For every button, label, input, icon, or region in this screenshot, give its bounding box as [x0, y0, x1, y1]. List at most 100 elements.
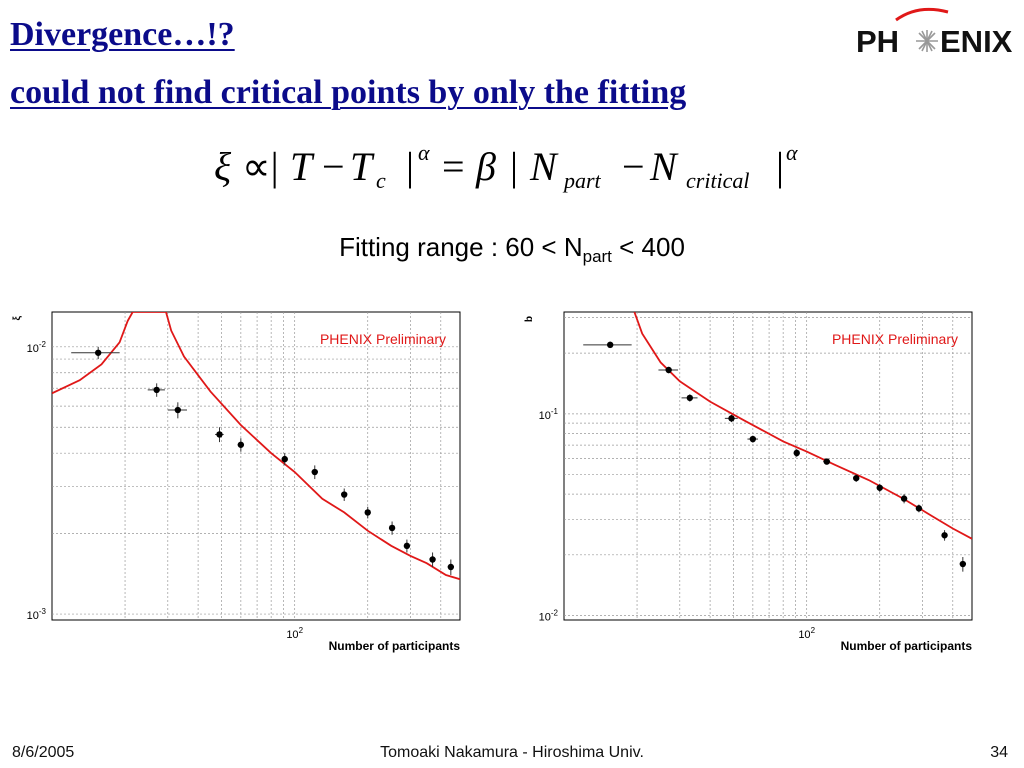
chart-2-x-axis-title: Number of participants: [841, 639, 973, 653]
chart-1-y-grid: [52, 346, 460, 615]
chart-2-marker: [606, 341, 614, 349]
chart-1-data-point: [311, 465, 318, 480]
chart-1-marker: [94, 349, 102, 356]
chart-1-data-point: [388, 521, 396, 535]
chart-1-data-point: [341, 488, 348, 501]
formula-abs-open: |: [510, 144, 518, 189]
formula-beta: β: [475, 144, 496, 189]
formula-minus: −: [322, 144, 345, 189]
formula-alpha: α: [418, 140, 430, 165]
formula-alpha-2: α: [786, 140, 798, 165]
chart-1-x-tick-label: 102: [286, 626, 303, 641]
formula-T: T: [290, 144, 315, 189]
formula-abs: |: [406, 144, 414, 189]
footer-date: 8/6/2005: [12, 744, 75, 761]
chart-2-y-tick-label: 10-1: [539, 407, 559, 422]
chart-2-data-point: [900, 494, 908, 504]
phenix-logo: PH ENIX: [856, 7, 1013, 59]
chart-2-marker: [876, 484, 883, 491]
chart-1-data-point: [167, 402, 188, 419]
chart-1-marker: [281, 455, 288, 463]
chart-2-marker: [853, 474, 860, 482]
chart-1-marker: [174, 406, 182, 414]
chart-1-x-grid: [124, 312, 442, 620]
chart-2-marker: [915, 505, 923, 512]
fitting-range: Fitting range : 60 < Npart < 400: [0, 232, 1024, 267]
chart-2-data-point: [747, 435, 758, 443]
chart-1-marker: [341, 491, 348, 498]
formula-N-2: N: [649, 144, 679, 189]
chart-1-data-point: [447, 559, 455, 575]
chart-2-fit-curve: [633, 312, 972, 540]
chart-1-data-point: [281, 453, 288, 466]
chart-2-preliminary-label: PHENIX Preliminary: [832, 331, 958, 347]
chart-2-data-point: [876, 483, 883, 492]
chart-1-y-axis-title: ξ: [12, 315, 23, 320]
svg-text:ENIX: ENIX: [940, 24, 1013, 59]
fitting-range-sub: part: [582, 247, 612, 267]
chart-2-marker: [749, 435, 757, 443]
chart-2-data-point: [915, 504, 923, 513]
chart-1-marker: [403, 542, 411, 550]
footer-page-number: 34: [990, 744, 1008, 761]
chart-2-data-point: [583, 341, 632, 349]
formula-Tc: T: [350, 144, 375, 189]
chart-2-data-point: [793, 448, 800, 458]
chart-2-marker: [941, 532, 948, 539]
chart-1-marker: [429, 556, 436, 563]
chart-1-fit-curve: [52, 312, 460, 581]
chart-2-y-tick-label: 10-2: [539, 609, 559, 624]
formula-propto: ∝|: [242, 144, 279, 189]
chart-2-data-point: [853, 474, 860, 482]
chart-1-y-tick-label: 10-2: [27, 340, 47, 355]
chart-2-marker: [665, 366, 672, 374]
chart-2-marker: [793, 449, 800, 457]
chart-2-y-axis-title: b: [524, 316, 535, 322]
slide-subtitle: could not find critical points by only t…: [10, 74, 687, 111]
chart-2-x-tick-label: 102: [798, 626, 815, 641]
fitting-range-suffix: < 400: [611, 232, 685, 262]
chart-2-data-point: [941, 530, 948, 541]
slide-title: Divergence…!?: [10, 16, 235, 53]
formula-critical-sub: critical: [686, 168, 750, 193]
chart-2-data-point: [724, 414, 738, 423]
formula-c-sub: c: [376, 168, 386, 193]
chart-1-data-point: [147, 383, 165, 397]
chart-1-data-point: [403, 539, 411, 553]
chart-1-data-point: [215, 427, 224, 443]
chart-2-data-point: [959, 557, 967, 572]
formula-xi: ξ: [214, 144, 232, 189]
formula-N: N: [529, 144, 559, 189]
formula-equals: =: [442, 144, 465, 189]
chart-1-marker: [447, 563, 455, 571]
chart-1-marker: [388, 524, 396, 532]
chart-1-marker: [364, 509, 371, 516]
logo-text: PH: [856, 24, 899, 59]
chart-b: 10-1 10-2 102 Number of participants b PHENIX…: [524, 311, 973, 653]
chart-2-marker: [900, 495, 908, 502]
chart-1-data-point: [364, 506, 371, 519]
chart-2-marker: [823, 458, 830, 465]
logo-star-icon: [916, 30, 938, 52]
scaling-formula: ξ ∝| T − T c | α = β | N part − N critic…: [214, 140, 798, 193]
chart-1-frame: [51, 311, 461, 621]
formula-abs-2: |: [776, 144, 784, 189]
chart-2-marker: [686, 394, 694, 402]
chart-1-marker: [153, 386, 160, 394]
chart-1-marker: [216, 431, 223, 438]
chart-2-marker: [959, 560, 967, 568]
formula-minus-2: −: [622, 144, 645, 189]
chart-1-y-tick-label: 10-3: [27, 607, 47, 622]
chart-2-data-point: [681, 394, 698, 402]
chart-xi: 10-2 10-3 102 Number of participants ξ PHENIX…: [12, 311, 461, 653]
formula-part-sub: part: [562, 168, 602, 193]
chart-1-preliminary-label: PHENIX Preliminary: [320, 331, 446, 347]
fitting-range-prefix: Fitting range : 60 < N: [339, 232, 583, 262]
chart-2-marker: [728, 415, 735, 422]
chart-1-marker: [237, 441, 245, 448]
chart-1-data-point: [237, 438, 245, 452]
footer-author: Tomoaki Nakamura - Hiroshima Univ.: [380, 744, 644, 761]
chart-1-data-point: [429, 552, 436, 567]
chart-2-data-point: [658, 366, 679, 374]
chart-1-marker: [311, 468, 318, 476]
